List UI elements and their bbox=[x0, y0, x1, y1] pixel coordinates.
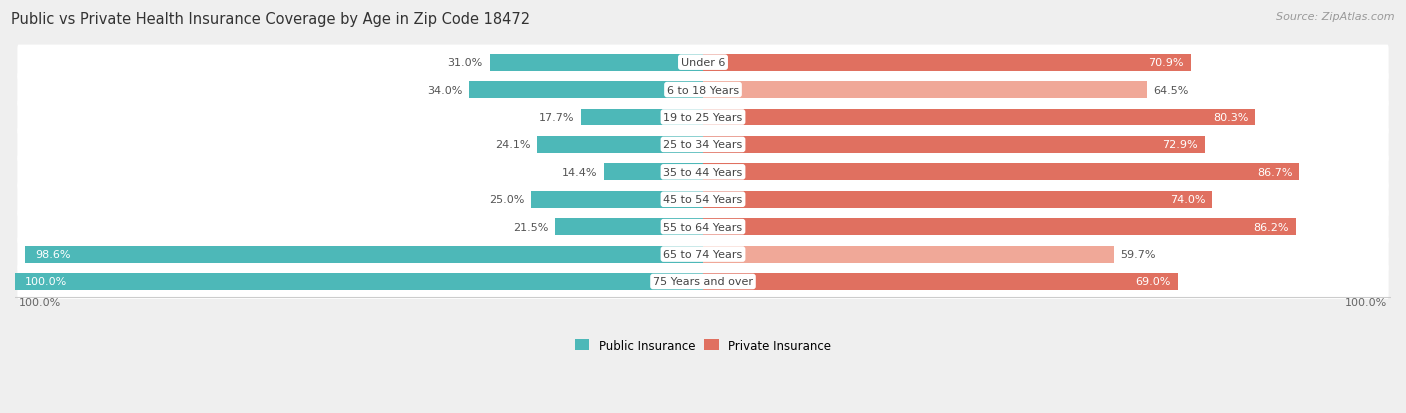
Text: 59.7%: 59.7% bbox=[1121, 249, 1156, 259]
Text: 64.5%: 64.5% bbox=[1154, 85, 1189, 95]
Bar bbox=[703, 246, 1114, 263]
FancyBboxPatch shape bbox=[17, 155, 1389, 190]
Text: 14.4%: 14.4% bbox=[561, 167, 598, 178]
Text: Under 6: Under 6 bbox=[681, 58, 725, 68]
Text: 75 Years and over: 75 Years and over bbox=[652, 277, 754, 287]
Text: 6 to 18 Years: 6 to 18 Years bbox=[666, 85, 740, 95]
Bar bbox=[555, 218, 703, 235]
FancyBboxPatch shape bbox=[17, 73, 1389, 108]
Bar bbox=[531, 191, 703, 208]
Text: 80.3%: 80.3% bbox=[1213, 113, 1249, 123]
Text: 35 to 44 Years: 35 to 44 Years bbox=[664, 167, 742, 178]
Text: 72.9%: 72.9% bbox=[1161, 140, 1198, 150]
Text: 34.0%: 34.0% bbox=[427, 85, 463, 95]
Text: 45 to 54 Years: 45 to 54 Years bbox=[664, 195, 742, 205]
Text: 17.7%: 17.7% bbox=[538, 113, 574, 123]
Text: 21.5%: 21.5% bbox=[513, 222, 548, 232]
Bar bbox=[703, 137, 1205, 154]
Bar bbox=[703, 164, 1299, 181]
FancyBboxPatch shape bbox=[17, 182, 1389, 217]
Bar bbox=[470, 82, 703, 99]
Text: 100.0%: 100.0% bbox=[25, 277, 67, 287]
Bar bbox=[605, 164, 703, 181]
Bar bbox=[703, 218, 1296, 235]
FancyBboxPatch shape bbox=[17, 128, 1389, 163]
Text: 74.0%: 74.0% bbox=[1170, 195, 1205, 205]
Text: Public vs Private Health Insurance Coverage by Age in Zip Code 18472: Public vs Private Health Insurance Cover… bbox=[11, 12, 530, 27]
Text: 25.0%: 25.0% bbox=[489, 195, 524, 205]
Bar bbox=[703, 109, 1256, 126]
Bar bbox=[25, 246, 703, 263]
Text: 100.0%: 100.0% bbox=[18, 297, 60, 307]
Text: 86.2%: 86.2% bbox=[1254, 222, 1289, 232]
Text: 86.7%: 86.7% bbox=[1257, 167, 1292, 178]
Bar bbox=[703, 273, 1178, 290]
Text: 31.0%: 31.0% bbox=[447, 58, 482, 68]
Bar bbox=[703, 191, 1212, 208]
Text: 55 to 64 Years: 55 to 64 Years bbox=[664, 222, 742, 232]
Text: 24.1%: 24.1% bbox=[495, 140, 530, 150]
Text: 25 to 34 Years: 25 to 34 Years bbox=[664, 140, 742, 150]
Text: 19 to 25 Years: 19 to 25 Years bbox=[664, 113, 742, 123]
Legend: Public Insurance, Private Insurance: Public Insurance, Private Insurance bbox=[571, 334, 835, 356]
FancyBboxPatch shape bbox=[17, 237, 1389, 272]
Bar bbox=[15, 273, 703, 290]
FancyBboxPatch shape bbox=[17, 264, 1389, 299]
Text: 98.6%: 98.6% bbox=[35, 249, 70, 259]
Bar bbox=[537, 137, 703, 154]
Text: Source: ZipAtlas.com: Source: ZipAtlas.com bbox=[1277, 12, 1395, 22]
Bar bbox=[703, 55, 1191, 71]
Text: 100.0%: 100.0% bbox=[1346, 297, 1388, 307]
Text: 70.9%: 70.9% bbox=[1149, 58, 1184, 68]
Bar bbox=[489, 55, 703, 71]
Text: 65 to 74 Years: 65 to 74 Years bbox=[664, 249, 742, 259]
Bar bbox=[703, 82, 1147, 99]
Text: 69.0%: 69.0% bbox=[1136, 277, 1171, 287]
Bar bbox=[581, 109, 703, 126]
FancyBboxPatch shape bbox=[17, 100, 1389, 135]
FancyBboxPatch shape bbox=[17, 45, 1389, 81]
FancyBboxPatch shape bbox=[17, 210, 1389, 244]
